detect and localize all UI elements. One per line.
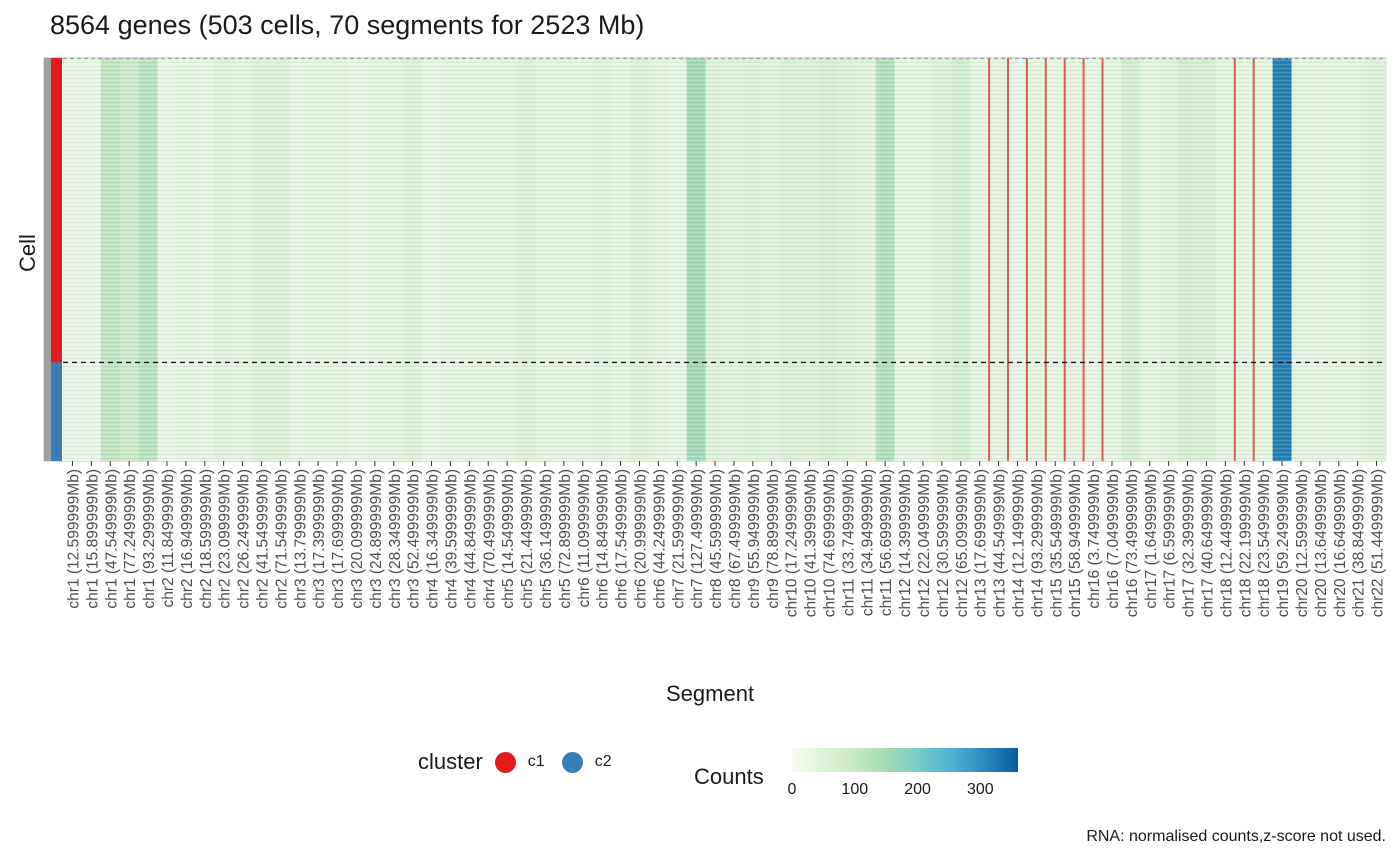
x-tick-label: chr3 (52.499999Mb) [406, 469, 423, 609]
colorbar-tick-label: 300 [966, 781, 994, 798]
x-tick-label: chr12 (30.599999Mb) [935, 469, 952, 617]
colorbar-tick-label: 200 [904, 781, 931, 798]
x-tick-label: chr1 (12.599999Mb) [65, 469, 82, 609]
x-tick-label: chr3 (28.349999Mb) [387, 469, 404, 609]
x-tick-label: chr14 (12.149999Mb) [1010, 469, 1027, 617]
x-tick-label: chr6 (44.249999Mb) [651, 469, 668, 609]
x-axis-label: Segment [666, 681, 755, 706]
x-tick-label: chr2 (23.099999Mb) [217, 469, 234, 609]
x-tick-label: chr9 (78.899999Mb) [765, 469, 782, 609]
x-tick-label: chr2 (16.949999Mb) [179, 469, 196, 609]
x-tick-label: chr1 (47.549999Mb) [103, 469, 120, 609]
x-tick-label: chr4 (39.599999Mb) [443, 469, 460, 609]
cluster-bar-c2 [51, 362, 62, 461]
x-tick-label: chr22 (51.449999Mb) [1370, 469, 1387, 617]
x-tick-label: chr1 (93.299999Mb) [141, 469, 158, 609]
counts-colorbar [792, 748, 1018, 772]
x-tick-label: chr13 (44.549999Mb) [992, 469, 1009, 617]
x-tick-label: chr2 (26.249999Mb) [236, 469, 253, 609]
colorbar-tick-label: 0 [787, 781, 797, 798]
x-tick-label: chr6 (14.849999Mb) [595, 469, 612, 609]
x-tick-label: chr16 (73.499999Mb) [1124, 469, 1141, 617]
x-tick-label: chr2 (71.549999Mb) [273, 469, 290, 609]
x-tick-label: chr8 (45.599999Mb) [708, 469, 725, 609]
x-tick-label: chr4 (70.499999Mb) [481, 469, 498, 609]
x-tick-label: chr2 (11.849999Mb) [160, 469, 177, 607]
x-tick-label: chr3 (20.099999Mb) [349, 469, 366, 609]
legend-dot-c1 [494, 751, 516, 773]
legend-label-c1: c1 [527, 753, 545, 770]
x-tick-label: chr12 (14.399999Mb) [897, 469, 914, 617]
colorbar-tick-label: 100 [841, 781, 869, 798]
x-tick-label: chr16 (3.749999Mb) [1086, 469, 1103, 609]
x-tick-label: chr6 (20.999999Mb) [632, 469, 649, 609]
x-tick-label: chr13 (17.699999Mb) [973, 469, 990, 617]
x-tick-label: chr4 (16.349999Mb) [425, 469, 442, 609]
x-tick-label: chr10 (74.699999Mb) [821, 469, 838, 617]
x-tick-label: chr12 (65.099999Mb) [954, 469, 971, 617]
x-tick-label: chr5 (21.449999Mb) [519, 469, 536, 609]
x-tick-label: chr1 (15.899999Mb) [84, 469, 101, 609]
chart-title: 8564 genes (503 cells, 70 segments for 2… [50, 10, 645, 40]
annotation-strip [44, 58, 51, 461]
x-tick-label: chr21 (38.849999Mb) [1351, 469, 1368, 617]
x-tick-label: chr15 (58.949999Mb) [1067, 469, 1084, 617]
x-tick-label: chr1 (77.249999Mb) [122, 469, 139, 609]
x-tick-label: chr6 (11.099999Mb) [576, 469, 593, 607]
x-tick-label: chr11 (56.699999Mb) [878, 469, 895, 616]
x-tick-label: chr17 (32.399999Mb) [1181, 469, 1198, 617]
x-tick-label: chr2 (18.599999Mb) [198, 469, 215, 609]
x-tick-label: chr2 (41.549999Mb) [254, 469, 271, 609]
cluster-legend: cluster c1 c2 [418, 747, 629, 777]
footnote: RNA: normalised counts,z-score not used. [1086, 828, 1386, 845]
cluster-bar-c1 [51, 58, 62, 363]
x-tick-label: chr18 (23.549999Mb) [1256, 469, 1273, 617]
cluster-legend-title: cluster [418, 749, 483, 774]
x-tick-label: chr5 (72.899999Mb) [557, 469, 574, 609]
x-tick-label: chr18 (22.199999Mb) [1237, 469, 1254, 617]
x-tick-label: chr17 (1.649999Mb) [1143, 469, 1160, 609]
x-tick-label: chr6 (17.549999Mb) [614, 469, 631, 609]
legend-dot-c2 [561, 751, 583, 773]
x-tick-label: chr7 (21.599999Mb) [670, 469, 687, 609]
legend-label-c2: c2 [594, 753, 612, 770]
x-tick-label: chr8 (67.499999Mb) [727, 469, 744, 609]
x-tick-label: chr18 (12.449999Mb) [1218, 469, 1235, 617]
cell-texture [63, 58, 1386, 461]
x-tick-label: chr5 (14.549999Mb) [500, 469, 517, 609]
x-tick-label: chr5 (36.149999Mb) [538, 469, 555, 609]
x-tick-label: chr11 (34.949999Mb) [859, 469, 876, 616]
heatmap-plot: chr1 (12.599999Mb) chr1 (15.899999Mb) chr1… [43, 57, 1387, 617]
x-tick-label: chr17 (40.649999Mb) [1199, 469, 1216, 617]
x-tick-label: chr11 (33.749999Mb) [840, 469, 857, 616]
x-tick-label: chr9 (55.949999Mb) [746, 469, 763, 609]
x-tick-label: chr12 (22.049999Mb) [916, 469, 933, 617]
x-tick-label: chr20 (12.599999Mb) [1294, 469, 1311, 617]
x-tick-label: chr10 (17.249999Mb) [784, 469, 801, 617]
x-tick-label: chr20 (16.649999Mb) [1332, 469, 1349, 617]
x-tick-label: chr4 (44.849999Mb) [462, 469, 479, 609]
x-tick-label: chr16 (7.049999Mb) [1105, 469, 1122, 609]
x-tick-label: chr7 (127.49999Mb) [689, 469, 706, 609]
x-tick-label: chr3 (17.699999Mb) [330, 469, 347, 609]
x-tick-label: chr19 (59.249999Mb) [1275, 469, 1292, 617]
x-tick-label: chr15 (35.549999Mb) [1048, 469, 1065, 617]
x-tick-label: chr20 (13.649999Mb) [1313, 469, 1330, 617]
x-tick-label: chr3 (24.899999Mb) [368, 469, 385, 609]
x-tick-label: chr3 (17.399999Mb) [311, 469, 328, 609]
x-tick-label: chr10 (41.399999Mb) [803, 469, 820, 617]
x-tick-label: chr3 (13.799999Mb) [292, 469, 309, 609]
counts-legend-title: Counts [694, 764, 764, 789]
x-tick-label: chr14 (93.299999Mb) [1029, 469, 1046, 617]
x-tick-label: chr17 (6.599999Mb) [1162, 469, 1179, 609]
